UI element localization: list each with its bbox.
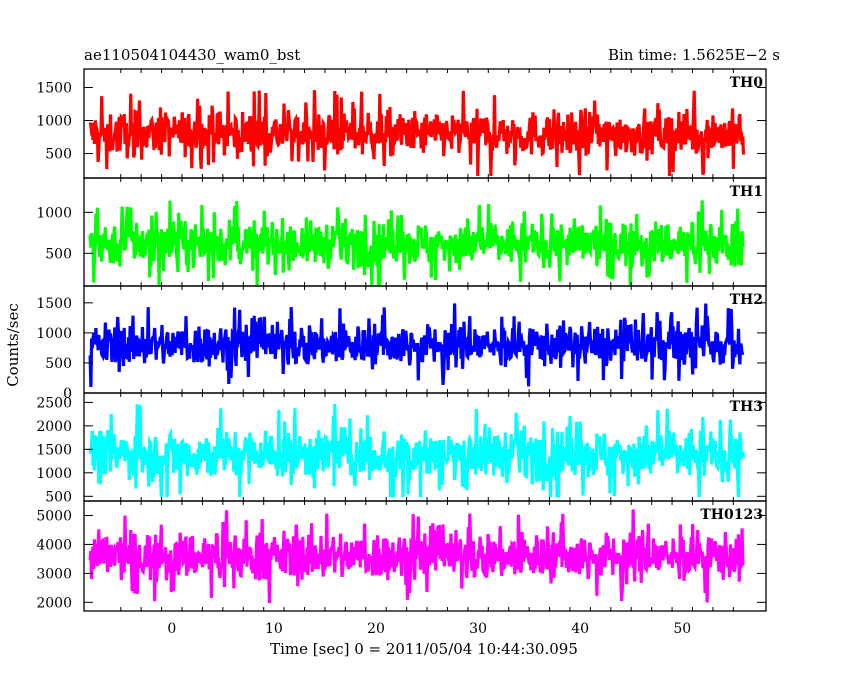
y-tick-label: 4000 xyxy=(36,537,72,553)
y-tick-label: 1000 xyxy=(36,466,72,482)
y-tick-label: 500 xyxy=(45,246,72,262)
y-tick-label: 500 xyxy=(45,147,72,163)
y-tick-label: 2000 xyxy=(36,419,72,435)
x-tick-label: 40 xyxy=(571,621,589,637)
panel-frame xyxy=(83,500,767,612)
panel-th0123: 2000 3000 4000 5000 TH0123 0 10 20 30 40 50 xyxy=(36,500,767,637)
y-tick-label: 1500 xyxy=(36,442,72,458)
x-axis-label: Time [sec] 0 = 2011/05/04 10:44:30.095 xyxy=(270,640,578,658)
panel-th3: 500 1000 1500 2000 2500 TH3 xyxy=(36,392,767,505)
bin-time-label: Bin time: 1.5625E−2 s xyxy=(608,46,780,64)
series-th0123 xyxy=(88,509,745,604)
y-tick-label: 5000 xyxy=(36,508,72,524)
x-tick-label: 20 xyxy=(367,621,385,637)
y-tick-label: 0 xyxy=(63,386,72,402)
y-tick-label: 1000 xyxy=(36,326,72,342)
panel-th1: 500 1000 TH1 xyxy=(36,177,767,287)
x-tick-label: 30 xyxy=(469,621,487,637)
y-axis-label: Counts/sec xyxy=(4,303,22,387)
y-tick-label: 2500 xyxy=(36,395,72,411)
panel-name-label: TH0 xyxy=(730,75,764,91)
x-tick-label: 10 xyxy=(265,621,283,637)
y-tick-label: 1000 xyxy=(36,205,72,221)
plot-title: ae110504104430_wam0_bst xyxy=(84,46,300,64)
series-th0 xyxy=(88,90,746,177)
panel-th0: 500 1000 1500 TH0 xyxy=(36,68,767,179)
x-tick-label: 0 xyxy=(167,621,176,637)
y-tick-label: 1000 xyxy=(36,114,72,130)
y-tick-label: 500 xyxy=(45,489,72,505)
series-th1 xyxy=(88,200,746,286)
y-tick-label: 1500 xyxy=(36,80,72,96)
y-tick-label: 2000 xyxy=(36,595,72,611)
y-tick-label: 3000 xyxy=(36,566,72,582)
x-tick-label: 50 xyxy=(673,621,691,637)
panel-name-label: TH3 xyxy=(730,399,763,415)
panel-name-label: TH2 xyxy=(730,292,763,308)
panel-name-label: TH1 xyxy=(730,184,763,200)
y-tick-label: 500 xyxy=(45,356,72,372)
panel-th2: 0 500 1000 1500 TH2 xyxy=(36,285,767,402)
y-tick-label: 1500 xyxy=(36,296,72,312)
panel-name-label: TH0123 xyxy=(700,507,763,523)
series-th3 xyxy=(88,403,746,498)
series-th2 xyxy=(88,303,745,387)
